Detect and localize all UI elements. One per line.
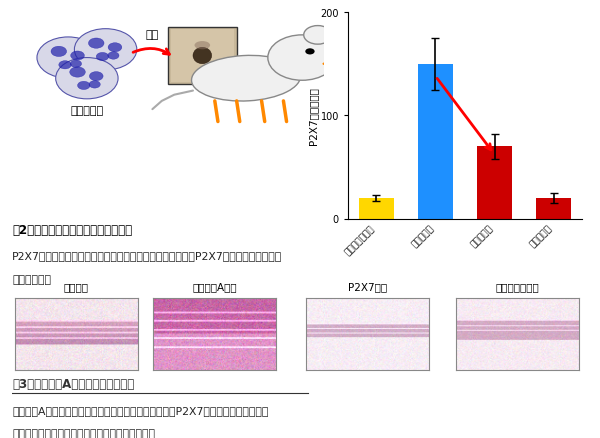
Circle shape <box>304 27 332 45</box>
Circle shape <box>74 30 137 71</box>
Circle shape <box>51 47 67 57</box>
Circle shape <box>77 82 90 90</box>
Circle shape <box>305 49 314 55</box>
Text: マスト細胞欠損: マスト細胞欠損 <box>496 282 539 292</box>
Circle shape <box>70 61 82 68</box>
Circle shape <box>56 58 118 99</box>
Circle shape <box>96 53 109 61</box>
Ellipse shape <box>193 48 212 64</box>
Circle shape <box>268 36 337 81</box>
Ellipse shape <box>194 42 210 50</box>
Circle shape <box>71 52 85 61</box>
FancyBboxPatch shape <box>168 28 236 85</box>
FancyBboxPatch shape <box>171 30 233 83</box>
Text: 図3　ビタミンAの過剰による皮膚炎: 図3 ビタミンAの過剰による皮膚炎 <box>12 377 134 390</box>
Circle shape <box>88 39 104 49</box>
Ellipse shape <box>322 63 329 66</box>
Circle shape <box>108 53 119 60</box>
Text: 図2　マスト細胞の皮膚への移植実験: 図2 マスト細胞の皮膚への移植実験 <box>12 223 132 237</box>
Y-axis label: P2X7発現レベル: P2X7発現レベル <box>308 87 317 145</box>
Text: 正常皮膚: 正常皮膚 <box>64 282 89 292</box>
Text: P2X7受容体を持つマスト細胞をマウスの皮膚に移植するとP2X7受容体のレベルが数: P2X7受容体を持つマスト細胞をマウスの皮膚に移植するとP2X7受容体のレベルが… <box>12 251 282 261</box>
Circle shape <box>59 61 71 70</box>
Circle shape <box>108 44 122 53</box>
Text: P2X7欠損: P2X7欠損 <box>348 282 387 292</box>
Bar <box>536 198 571 219</box>
Ellipse shape <box>191 56 301 102</box>
Circle shape <box>37 38 100 79</box>
Text: マスト細胞: マスト細胞 <box>70 106 103 116</box>
Circle shape <box>89 81 100 89</box>
Bar <box>359 198 394 219</box>
Text: 移植: 移植 <box>146 30 159 39</box>
Text: ビタミンA過剰によって皮膚に炎症が引き起こされる。P2X7受容体やマスト細胞を: ビタミンA過剰によって皮膚に炎症が引き起こされる。P2X7受容体やマスト細胞を <box>12 405 268 415</box>
Bar <box>477 147 512 219</box>
Text: ビタミンA過剰: ビタミンA過剰 <box>192 282 237 292</box>
Text: 持たないマウスでは、皮膚の炎症が起こらない。: 持たないマウスでは、皮膚の炎症が起こらない。 <box>12 428 155 438</box>
Circle shape <box>89 72 103 81</box>
Circle shape <box>70 68 85 78</box>
Bar <box>418 64 453 219</box>
Text: 日で低下する: 日で低下する <box>12 275 51 285</box>
